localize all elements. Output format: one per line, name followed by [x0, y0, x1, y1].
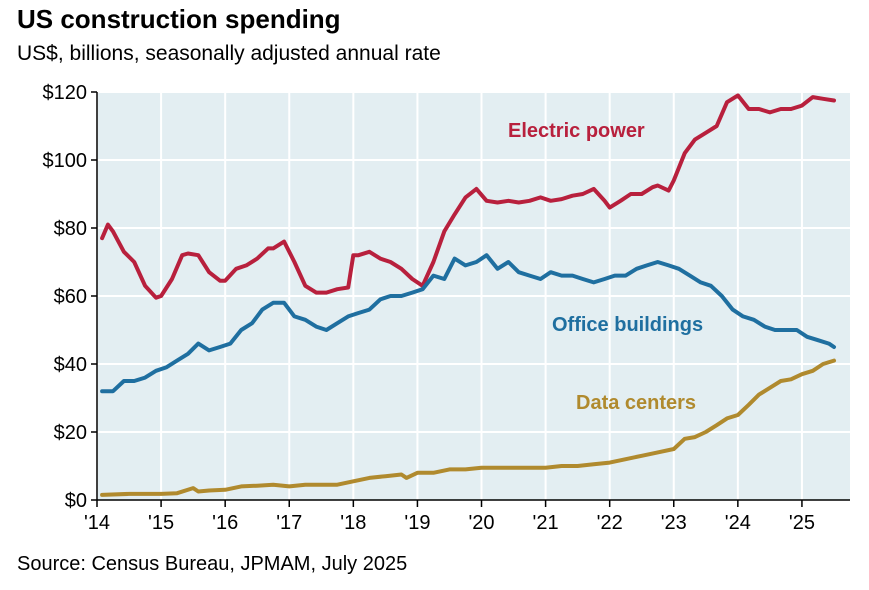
y-tick-label: $60 [54, 286, 87, 308]
x-tick-label: '15 [148, 512, 174, 534]
series-label-data-centers: Data centers [576, 392, 696, 414]
x-tick-label: '23 [661, 512, 687, 534]
y-tick-label: $80 [54, 218, 87, 240]
x-tick-label: '17 [276, 512, 302, 534]
axes: $0 $20 $40 $60 $80 $100 $120 '14 '15 '16 '17 '18 '19… [43, 82, 850, 534]
series-lines [100, 93, 836, 497]
series-line-office-buildings [100, 253, 836, 394]
x-tick-label: '18 [340, 512, 366, 534]
chart-subtitle: US$, billions, seasonally adjusted annua… [17, 42, 441, 65]
x-tick-label: '14 [84, 512, 110, 534]
series-line-data-centers [100, 358, 836, 497]
x-tick-label: '22 [597, 512, 623, 534]
x-tick-label: '19 [404, 512, 430, 534]
x-tick-label: '25 [789, 512, 815, 534]
chart-title: US construction spending [17, 4, 341, 34]
x-tick-label: '24 [725, 512, 751, 534]
y-tick-label: $20 [54, 422, 87, 444]
series-label-electric-power: Electric power [508, 120, 645, 142]
y-tick-label: $0 [65, 490, 87, 512]
y-tick-label: $40 [54, 354, 87, 376]
series-label-office-buildings: Office buildings [552, 314, 703, 336]
x-tick-label: '20 [468, 512, 494, 534]
x-tick-label: '21 [533, 512, 559, 534]
series-line-electric-power [100, 93, 836, 300]
y-tick-label: $120 [43, 82, 88, 104]
y-tick-label: $100 [43, 150, 88, 172]
source-note: Source: Census Bureau, JPMAM, July 2025 [17, 553, 408, 575]
series-labels: Electric power Office buildings Data cen… [508, 120, 703, 414]
x-tick-label: '16 [212, 512, 238, 534]
